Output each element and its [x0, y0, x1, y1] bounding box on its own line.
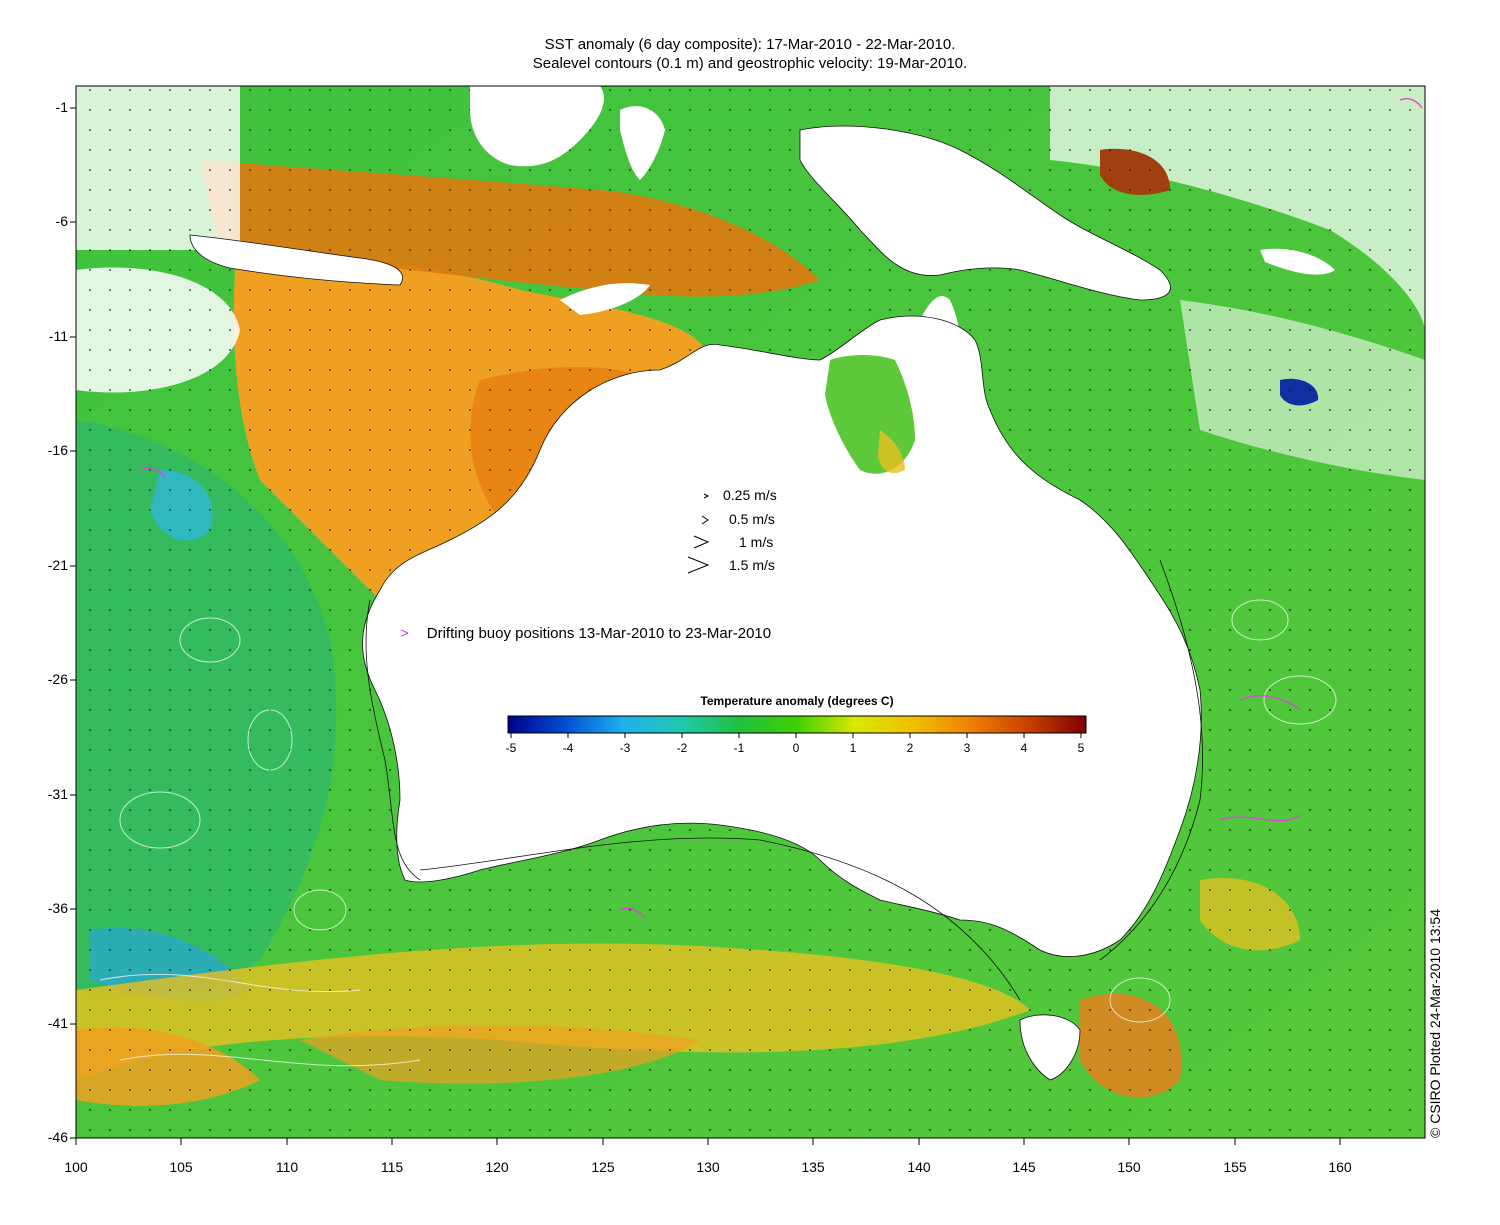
- y-tick-label: -16: [47, 442, 68, 458]
- map-frame: [75, 85, 1426, 1139]
- colorbar-tick-label: 5: [1077, 741, 1085, 755]
- velocity-legend-label: 0.25 m/s: [723, 487, 777, 503]
- buoy-marker-icon: >: [400, 625, 409, 642]
- borneo-land: [470, 86, 604, 167]
- title-line-1: SST anomaly (6 day composite): 17-Mar-20…: [544, 36, 956, 53]
- buoy-legend: > Drifting buoy positions 13-Mar-2010 to …: [400, 625, 771, 642]
- x-tick-label: 115: [380, 1159, 404, 1175]
- colorbar-tick-label: 4: [1020, 741, 1028, 755]
- colorbar-tick-label: -2: [676, 741, 688, 755]
- title-line-2: Sealevel contours (0.1 m) and geostrophi…: [532, 55, 968, 72]
- colorbar-tick-label: 0: [792, 741, 800, 755]
- australia-land: [362, 316, 1202, 957]
- y-tick-label: -1: [55, 99, 68, 115]
- x-tick-label: 110: [275, 1159, 299, 1175]
- velocity-legend-label: 1 m/s: [739, 534, 774, 550]
- x-tick-label: 140: [907, 1159, 931, 1175]
- y-tick-label: -26: [47, 671, 68, 687]
- x-tick-label: 135: [801, 1159, 825, 1175]
- axis-tick-marks: [70, 107, 1341, 1145]
- colorbar-title: Temperature anomaly (degrees C): [700, 694, 894, 708]
- velocity-legend-label: 0.5 m/s: [729, 511, 775, 527]
- credit-text: © CSIRO Plotted 24-Mar-2010 13:54: [1427, 909, 1443, 1138]
- x-tick-label: 120: [485, 1159, 509, 1175]
- velocity-legend-arrows: [687, 493, 710, 574]
- new-guinea-land: [800, 126, 1171, 300]
- colorbar-tick-label: 3: [963, 741, 971, 755]
- y-tick-label: -11: [48, 328, 68, 344]
- x-tick-label: 130: [696, 1159, 720, 1175]
- colorbar-tick-label: -5: [505, 741, 517, 755]
- colorbar-tick-marks: [510, 733, 1082, 738]
- x-tick-label: 150: [1117, 1159, 1141, 1175]
- y-tick-label: -46: [47, 1129, 68, 1145]
- map-field: [76, 86, 1425, 1138]
- tasmania-land: [1020, 1014, 1080, 1080]
- colorbar-tick-label: 2: [906, 741, 914, 755]
- colorbar-tick-label: -4: [562, 741, 574, 755]
- velocity-legend-label: 1.5 m/s: [729, 557, 775, 573]
- x-tick-label: 145: [1012, 1159, 1036, 1175]
- x-tick-label: 105: [169, 1159, 193, 1175]
- colorbar-tick-label: -3: [619, 741, 631, 755]
- x-tick-label: 125: [591, 1159, 615, 1175]
- y-tick-label: -21: [47, 557, 68, 573]
- y-tick-label: -36: [47, 900, 68, 916]
- x-tick-label: 155: [1223, 1159, 1247, 1175]
- buoy-legend-label: Drifting buoy positions 13-Mar-2010 to 2…: [426, 625, 772, 642]
- colorbar-tick-label: -1: [733, 741, 745, 755]
- y-tick-label: -6: [55, 213, 68, 229]
- x-tick-label: 100: [64, 1159, 88, 1175]
- colorbar-tick-label: 1: [849, 741, 857, 755]
- y-tick-label: -31: [47, 786, 68, 802]
- x-tick-label: 160: [1328, 1159, 1352, 1175]
- y-tick-label: -41: [47, 1015, 68, 1031]
- colorbar: [507, 715, 1087, 734]
